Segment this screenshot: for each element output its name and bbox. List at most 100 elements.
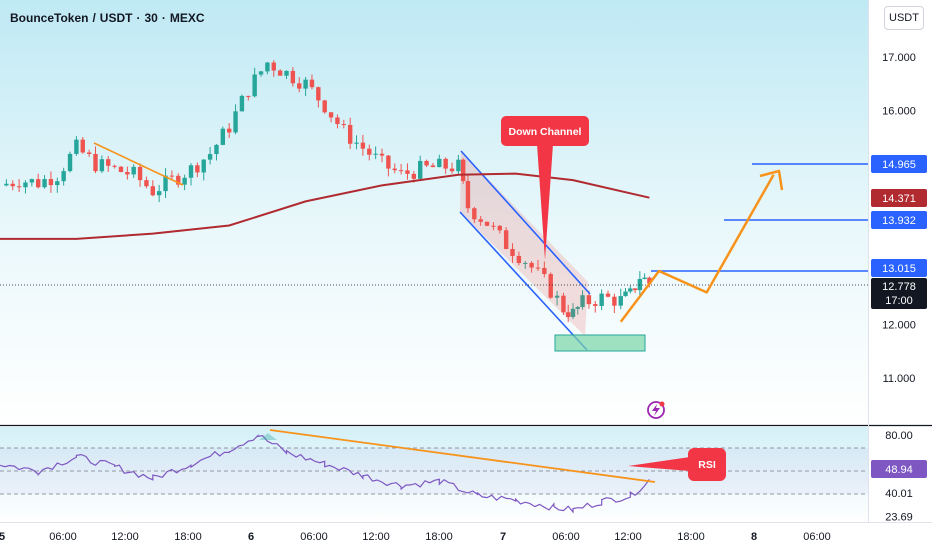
down-channel-fill: [460, 151, 588, 336]
symbol-name: BounceToken: [10, 11, 89, 25]
candle-body: [443, 158, 448, 169]
time-tick-label: 18:00: [677, 531, 705, 543]
candle-body: [586, 295, 592, 305]
lightning-icon: [652, 404, 660, 416]
candle-body: [258, 71, 264, 75]
time-tick-label: 12:00: [614, 531, 642, 543]
ma-value-box-text: 14.371: [882, 193, 916, 205]
trendline-1[interactable]: [93, 142, 184, 186]
candle-body: [61, 171, 66, 182]
level-box-14965: 14.965: [871, 155, 927, 173]
rsi-tick-label: 23.69: [885, 511, 913, 523]
level-box-13015: 13.015: [871, 259, 927, 277]
down-channel-lower-line[interactable]: [459, 211, 588, 351]
price-tick-label: 11.000: [883, 373, 916, 385]
header-dot-2: ·: [161, 11, 166, 25]
candle-body: [593, 304, 598, 306]
candle-body: [303, 79, 308, 89]
candle-body: [503, 230, 509, 249]
projection-path[interactable]: [619, 174, 775, 323]
current-price-box: 12.778 17:00: [871, 278, 927, 309]
candle-body: [484, 221, 490, 226]
candle-body: [277, 70, 283, 76]
candle-body: [23, 182, 28, 188]
candle-body: [535, 267, 541, 269]
candle-body: [497, 225, 502, 231]
candle-body: [207, 154, 213, 160]
rsi-tick-label: 40.01: [885, 488, 913, 500]
candle-body: [48, 179, 54, 186]
candle-body: [246, 95, 251, 97]
current-price-text: 12.778: [882, 281, 916, 293]
candle-body: [322, 100, 327, 113]
level-box-13932-text: 13.932: [882, 215, 916, 227]
candle-body: [424, 160, 429, 166]
candle-body: [271, 62, 276, 71]
current-price-box-bg: [871, 278, 927, 309]
rsi-callout-label: RSI: [698, 459, 716, 471]
candle-body: [239, 95, 245, 112]
ma-value-box: 14.371: [871, 189, 927, 207]
candle-body: [131, 166, 136, 175]
price-tick-label: 12.000: [882, 320, 916, 332]
candle-body: [227, 128, 232, 133]
candle-body: [418, 160, 423, 179]
candle-body: [523, 262, 528, 264]
level-box-13932-bg: [871, 211, 927, 229]
candle-body: [360, 142, 366, 149]
down-channel-callout[interactable]: Down Channel: [501, 116, 589, 260]
candle-body: [386, 155, 391, 169]
rsi-value-box: 48.94: [871, 460, 927, 478]
candle-body: [29, 179, 35, 183]
level-box-13015-text: 13.015: [882, 263, 916, 275]
candle-body: [176, 175, 181, 185]
candle-body: [201, 159, 206, 173]
candle-body: [449, 168, 455, 172]
candlestick-series: [4, 60, 652, 322]
time-tick-label: 5: [0, 531, 5, 543]
candle-body: [392, 168, 397, 171]
ma-value-box-bg: [871, 189, 927, 207]
level-box-14965-bg: [871, 155, 927, 173]
candle-body: [93, 153, 98, 172]
candle-body: [605, 293, 611, 297]
candle-body: [163, 175, 168, 192]
candle-body: [554, 295, 560, 298]
time-axis[interactable]: 5 06:00 12:00 18:00 6 06:00 12:00 18:00 7 06:00 12…: [0, 531, 831, 543]
candle-body: [516, 255, 522, 264]
rsi-callout-pointer: [628, 457, 690, 471]
level-box-14965-text: 14.965: [882, 159, 916, 171]
candle-body: [367, 148, 372, 155]
candle-body: [106, 159, 111, 166]
candle-body: [637, 278, 643, 291]
support-zone[interactable]: [554, 334, 646, 352]
time-tick-label: 18:00: [174, 531, 202, 543]
candle-body: [642, 277, 647, 279]
candle-body: [74, 139, 79, 154]
exchange-name: MEXC: [169, 11, 205, 25]
candle-body: [220, 128, 226, 145]
candle-body: [623, 291, 628, 297]
lightning-badge[interactable]: [647, 401, 665, 419]
currency-button[interactable]: USDT: [884, 6, 924, 30]
rsi-callout[interactable]: RSI: [628, 448, 726, 481]
down-channel-callout-box: [501, 116, 589, 146]
rsi-divergence-line[interactable]: [269, 429, 656, 483]
candle-body: [529, 262, 534, 268]
candle-body: [456, 159, 461, 172]
candle-body: [150, 186, 155, 196]
candle-body: [297, 83, 302, 89]
candle-body: [233, 111, 238, 133]
rsi-line: [0, 434, 650, 514]
candle-body: [373, 153, 378, 155]
chart-header[interactable]: BounceToken / USDT · 30 · MEXC: [10, 11, 205, 25]
candle-body: [478, 219, 483, 222]
candle-body: [647, 277, 652, 284]
candle-body: [80, 139, 85, 153]
candle-body: [491, 225, 496, 227]
candle-body: [55, 181, 60, 186]
time-tick-label: 18:00: [425, 531, 453, 543]
candle-body: [411, 173, 417, 179]
candle-body: [10, 183, 15, 187]
